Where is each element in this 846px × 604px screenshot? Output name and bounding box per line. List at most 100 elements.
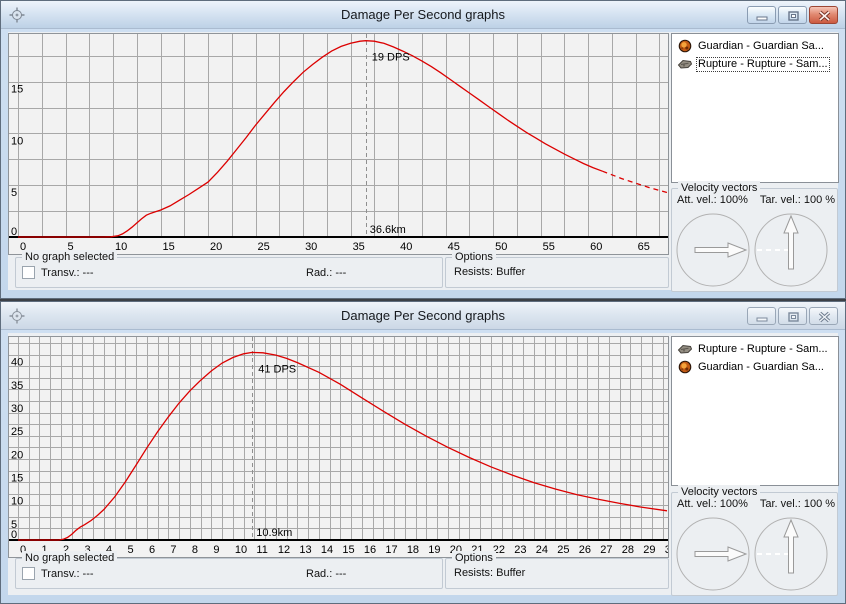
graph-legend-list: Guardian - Guardian Sa... Rupture - Ruptu…: [671, 33, 839, 183]
options-group: Options Resists: Buffer: [445, 250, 669, 288]
svg-text:16: 16: [364, 544, 376, 556]
svg-text:15: 15: [11, 84, 23, 96]
svg-text:9: 9: [213, 544, 219, 556]
transversal-checkbox[interactable]: [22, 266, 35, 279]
svg-text:40: 40: [11, 357, 23, 369]
target-vector-arrow: [783, 518, 799, 574]
legend-item-label: Rupture - Rupture - Sam...: [698, 342, 828, 355]
svg-text:5: 5: [11, 187, 17, 199]
svg-text:41 DPS: 41 DPS: [258, 363, 296, 375]
title-bar[interactable]: Damage Per Second graphs: [1, 302, 845, 330]
options-title: Options: [452, 551, 496, 565]
guardian-ship-icon: [677, 359, 693, 375]
svg-text:28: 28: [622, 544, 634, 556]
dps-plot-panel: 0 5 10 15 20 25 30 35 40 45 50 55 60 65 0 5 10 15 19 DPS 36…: [8, 33, 669, 255]
target-velocity-label: Tar. vel.: 100 %: [759, 498, 836, 510]
crosshair-window-icon: [9, 7, 25, 23]
close-button[interactable]: [809, 307, 838, 325]
svg-text:25: 25: [557, 544, 569, 556]
transversal-label: Transv.: ---: [41, 567, 94, 580]
svg-text:40: 40: [400, 241, 412, 253]
velocity-dials[interactable]: [674, 514, 837, 594]
svg-text:19: 19: [428, 544, 440, 556]
legend-item[interactable]: Guardian - Guardian Sa...: [673, 37, 837, 55]
legend-item[interactable]: Rupture - Rupture - Sam...: [673, 340, 837, 358]
svg-text:10.9km: 10.9km: [256, 527, 292, 539]
svg-text:8: 8: [192, 544, 198, 556]
close-button[interactable]: [809, 6, 838, 24]
graph-selection-group: No graph selected Transv.: --- Rad.: ---: [15, 551, 443, 589]
graph-selection-group: No graph selected Transv.: --- Rad.: ---: [15, 250, 443, 288]
svg-text:10: 10: [235, 544, 247, 556]
svg-text:17: 17: [385, 544, 397, 556]
radial-label: Rad.: ---: [306, 267, 347, 279]
window-title: Damage Per Second graphs: [340, 308, 506, 323]
svg-text:29: 29: [643, 544, 655, 556]
rupture-ship-icon: [677, 341, 693, 357]
options-title: Options: [452, 250, 496, 264]
rupture-ship-icon: [677, 56, 693, 72]
svg-text:20: 20: [210, 241, 222, 253]
svg-text:11: 11: [256, 544, 267, 556]
attacker-vector-arrow: [694, 242, 748, 258]
crosshair-window-icon: [9, 308, 25, 324]
svg-text:30: 30: [305, 241, 317, 253]
velocity-dials[interactable]: [674, 210, 837, 290]
window-title: Damage Per Second graphs: [340, 7, 506, 22]
svg-text:2: 2: [63, 544, 69, 556]
legend-item-label: Guardian - Guardian Sa...: [698, 39, 824, 52]
svg-text:5: 5: [127, 544, 133, 556]
target-velocity-label: Tar. vel.: 100 %: [759, 194, 836, 206]
radial-label: Rad.: ---: [306, 568, 347, 580]
svg-text:50: 50: [495, 241, 507, 253]
minimize-button[interactable]: [747, 307, 776, 325]
velocity-vectors-title: Velocity vectors: [678, 181, 761, 195]
svg-text:5: 5: [11, 519, 17, 531]
svg-text:10: 10: [115, 241, 127, 253]
maximize-button[interactable]: [778, 307, 807, 325]
svg-text:15: 15: [342, 544, 354, 556]
svg-text:36.6km: 36.6km: [370, 224, 406, 236]
svg-text:65: 65: [638, 241, 650, 253]
svg-text:1: 1: [41, 544, 47, 556]
svg-text:18: 18: [407, 544, 419, 556]
attacker-vector-arrow: [694, 546, 748, 562]
attacker-velocity-label: Att. vel.: 100%: [677, 498, 748, 510]
svg-text:10: 10: [11, 135, 23, 147]
svg-text:24: 24: [536, 544, 548, 556]
title-bar[interactable]: Damage Per Second graphs: [1, 1, 845, 29]
svg-text:12: 12: [278, 544, 290, 556]
no-graph-selected-title: No graph selected: [22, 551, 118, 565]
svg-text:6: 6: [149, 544, 155, 556]
target-vector-arrow: [783, 214, 799, 270]
svg-text:0: 0: [11, 529, 17, 541]
legend-item[interactable]: Guardian - Guardian Sa...: [673, 358, 837, 376]
svg-text:20: 20: [11, 449, 23, 461]
svg-text:60: 60: [590, 241, 602, 253]
svg-text:35: 35: [353, 241, 365, 253]
svg-text:26: 26: [579, 544, 591, 556]
svg-text:55: 55: [543, 241, 555, 253]
svg-text:30: 30: [11, 403, 23, 415]
legend-item[interactable]: Rupture - Rupture - Sam...: [673, 55, 837, 73]
svg-text:10: 10: [11, 496, 23, 508]
svg-text:15: 15: [11, 473, 23, 485]
dps-chart: 0 1 2 3 4 5 6 7 8 9 10 11 12 13 14 15 16 17 18 19 20 21 22 23 24…: [9, 337, 668, 556]
resists-label: Resists: Buffer: [454, 567, 526, 579]
svg-text:30: 30: [665, 544, 668, 556]
svg-text:5: 5: [68, 241, 74, 253]
svg-text:25: 25: [258, 241, 270, 253]
dps-graphs-window: Damage Per Second graphs 0 5 10 15 20 25 30 35 4…: [0, 0, 846, 299]
graph-legend-list: Rupture - Rupture - Sam... Guardian - Gua…: [671, 336, 839, 486]
svg-text:15: 15: [163, 241, 175, 253]
legend-item-label: Guardian - Guardian Sa...: [698, 360, 824, 373]
svg-text:7: 7: [170, 544, 176, 556]
svg-text:0: 0: [20, 241, 26, 253]
minimize-button[interactable]: [747, 6, 776, 24]
attacker-velocity-label: Att. vel.: 100%: [677, 194, 748, 206]
maximize-button[interactable]: [778, 6, 807, 24]
transversal-checkbox[interactable]: [22, 567, 35, 580]
dps-graphs-window: Damage Per Second graphs 0 1 2 3 4 5 6 7 8 9 10 11 1…: [0, 301, 846, 604]
options-group: Options Resists: Buffer: [445, 551, 669, 589]
